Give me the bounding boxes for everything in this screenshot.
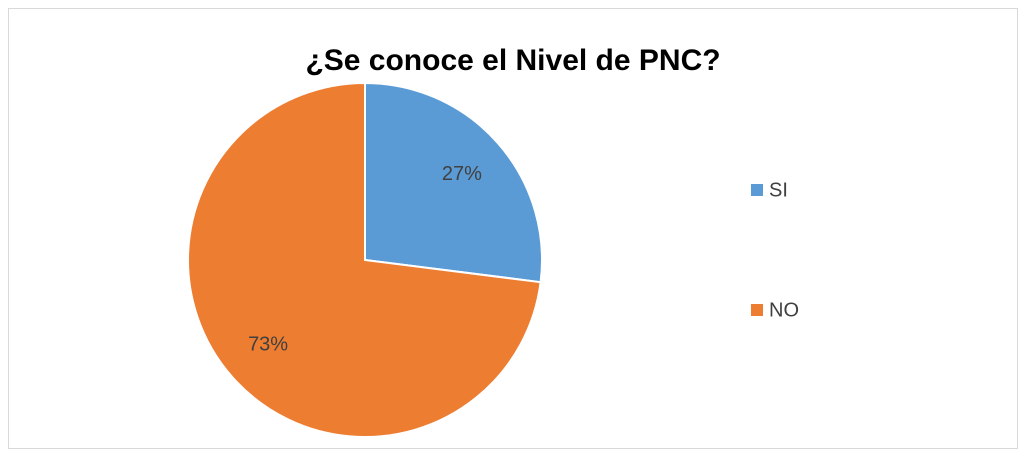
pie-slice [187,81,542,438]
legend-label: SI [769,179,788,201]
legend-label: NO [769,299,799,321]
data-label: 27% [442,163,482,185]
legend-swatch [751,304,763,316]
chart-title: ¿Se conoce el Nivel de PNC? [305,44,720,77]
pie-slice [364,81,543,284]
legend-swatch [751,184,763,196]
data-label: 73% [248,334,288,356]
